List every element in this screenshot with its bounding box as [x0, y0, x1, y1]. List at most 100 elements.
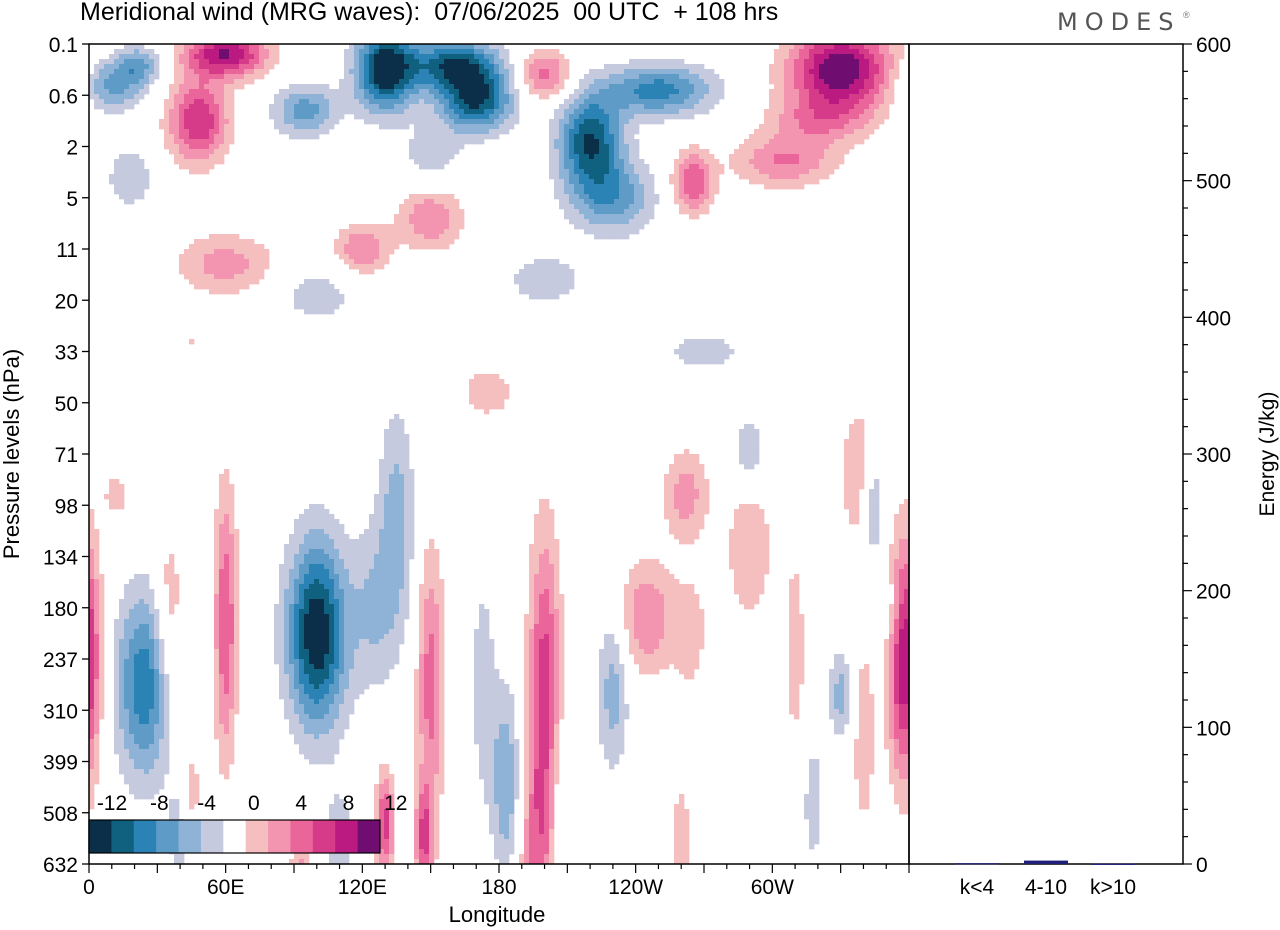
heatmap-cell — [499, 54, 505, 60]
heatmap-cell — [404, 459, 410, 465]
heatmap-cell — [294, 299, 300, 305]
heatmap-cell — [434, 229, 440, 235]
heatmap-cell — [794, 99, 800, 105]
heatmap-cell — [184, 154, 190, 160]
heatmap-cell — [219, 54, 225, 60]
heatmap-cell — [589, 69, 595, 75]
heatmap-cell — [819, 159, 825, 165]
heatmap-cell — [549, 134, 555, 140]
heatmap-cell — [459, 99, 465, 105]
heatmap-cell — [739, 169, 745, 175]
heatmap-cell — [644, 194, 650, 200]
heatmap-cell — [759, 524, 765, 530]
heatmap-cell — [639, 99, 645, 105]
heatmap-cell — [769, 119, 775, 125]
heatmap-cell — [489, 384, 495, 390]
heatmap-cell — [179, 129, 185, 135]
heatmap-cell — [754, 154, 760, 160]
heatmap-cell — [889, 99, 895, 105]
heatmap-cell — [454, 79, 460, 85]
heatmap-cell — [479, 79, 485, 85]
heatmap-cell — [629, 84, 635, 90]
heatmap-cell — [869, 119, 875, 125]
heatmap-cell — [579, 84, 585, 90]
heatmap-cell — [249, 79, 255, 85]
heatmap-cell — [294, 584, 300, 590]
heatmap-cell — [399, 214, 405, 220]
heatmap-cell — [304, 99, 310, 105]
heatmap-cell — [464, 104, 470, 110]
heatmap-cell — [234, 69, 240, 75]
heatmap-cell — [764, 179, 770, 185]
heatmap-cell — [399, 494, 405, 500]
heatmap-cell — [354, 239, 360, 245]
heatmap-cell — [829, 164, 835, 170]
heatmap-cell — [444, 79, 450, 85]
heatmap-cell — [824, 49, 830, 55]
heatmap-cell — [429, 74, 435, 80]
heatmap-cell — [189, 134, 195, 140]
heatmap-cell — [829, 54, 835, 60]
heatmap-cell — [194, 264, 200, 270]
heatmap-cell — [309, 309, 315, 315]
heatmap-cell — [214, 529, 220, 535]
heatmap-cell — [124, 179, 130, 185]
heatmap-cell — [424, 134, 430, 140]
heatmap-cell — [619, 79, 625, 85]
heatmap-cell — [859, 129, 865, 135]
heatmap-cell — [394, 574, 400, 580]
heatmap-cell — [844, 144, 850, 150]
heatmap-cell — [674, 99, 680, 105]
heatmap-cell — [564, 129, 570, 135]
heatmap-cell — [549, 554, 555, 560]
heatmap-cell — [439, 149, 445, 155]
heatmap-cell — [94, 574, 100, 580]
heatmap-cell — [529, 289, 535, 295]
heatmap-cell — [109, 109, 115, 115]
heatmap-cell — [549, 564, 555, 570]
heatmap-cell — [324, 289, 330, 295]
heatmap-cell — [599, 229, 605, 235]
heatmap-cell — [294, 579, 300, 585]
heatmap-cell — [609, 159, 615, 165]
heatmap-cell — [469, 379, 475, 385]
heatmap-cell — [794, 124, 800, 130]
heatmap-cell — [754, 529, 760, 535]
heatmap-cell — [884, 99, 890, 105]
heatmap-cell — [304, 549, 310, 555]
heatmap-cell — [869, 114, 875, 120]
heatmap-cell — [214, 564, 220, 570]
heatmap-cell — [349, 564, 355, 570]
heatmap-cell — [434, 574, 440, 580]
heatmap-cell — [689, 94, 695, 100]
heatmap-cell — [119, 184, 125, 190]
heatmap-cell — [274, 109, 280, 115]
heatmap-cell — [379, 84, 385, 90]
heatmap-cell — [334, 564, 340, 570]
heatmap-cell — [579, 219, 585, 225]
heatmap-cell — [764, 564, 770, 570]
heatmap-cell — [609, 179, 615, 185]
heatmap-cell — [359, 84, 365, 90]
heatmap-cell — [619, 104, 625, 110]
heatmap-cell — [664, 489, 670, 495]
heatmap-cell — [599, 164, 605, 170]
heatmap-cell — [414, 109, 420, 115]
heatmap-cell — [344, 109, 350, 115]
heatmap-cell — [324, 564, 330, 570]
heatmap-cell — [94, 99, 100, 105]
heatmap-cell — [339, 544, 345, 550]
heatmap-cell — [489, 404, 495, 410]
heatmap-cell — [574, 179, 580, 185]
heatmap-cell — [214, 119, 220, 125]
heatmap-cell — [214, 114, 220, 120]
heatmap-cell — [439, 144, 445, 150]
heatmap-cell — [204, 59, 210, 65]
heatmap-cell — [204, 169, 210, 175]
heatmap-cell — [359, 554, 365, 560]
heatmap-cell — [514, 279, 520, 285]
heatmap-cell — [574, 214, 580, 220]
heatmap-cell — [804, 84, 810, 90]
heatmap-cell — [489, 134, 495, 140]
